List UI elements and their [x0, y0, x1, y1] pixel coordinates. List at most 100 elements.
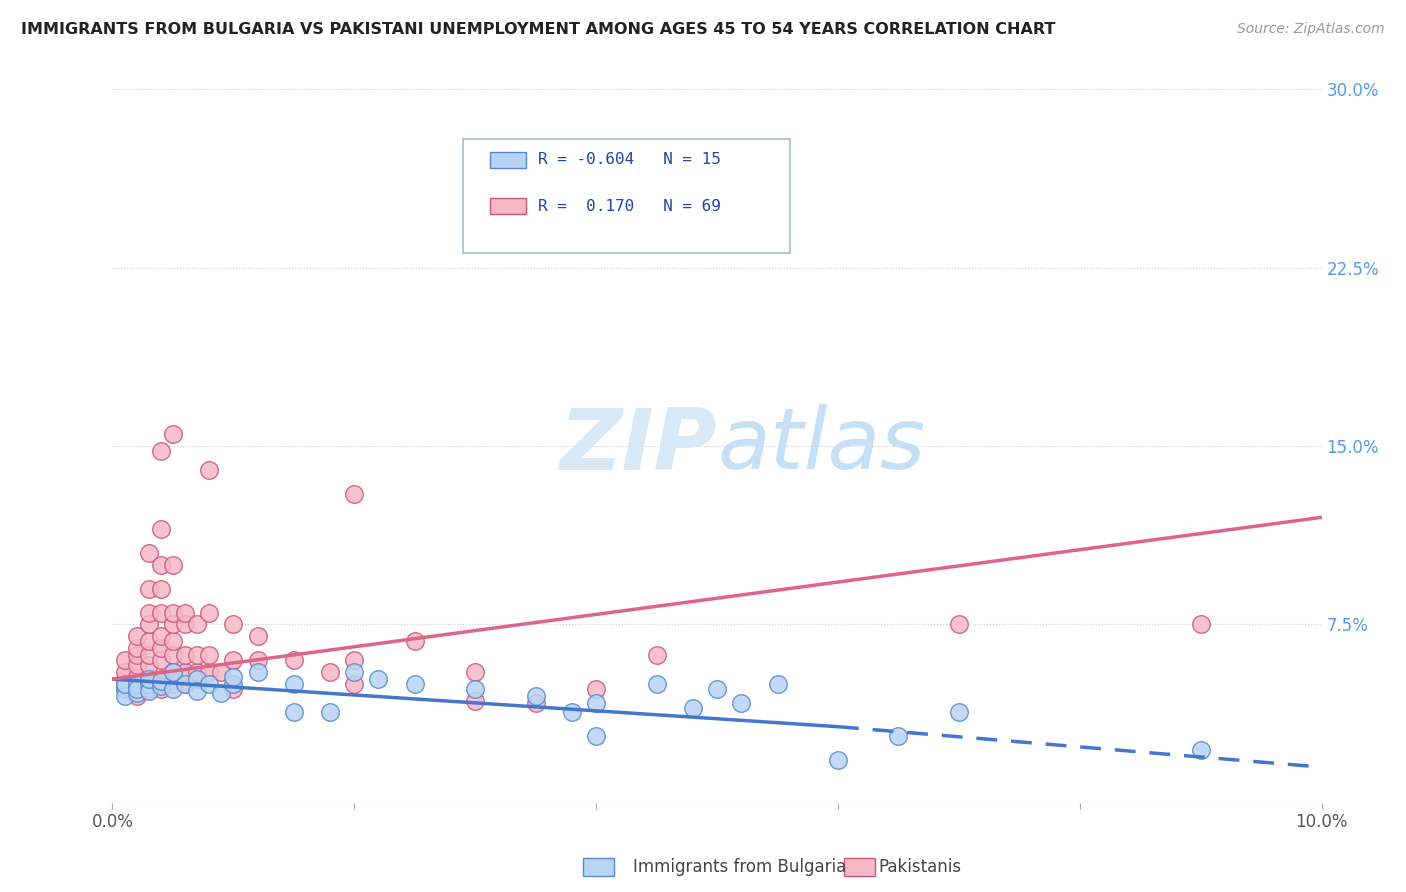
Point [149, 653, 172, 667]
Point [149, 679, 172, 693]
Point [162, 665, 184, 679]
Point [246, 653, 269, 667]
Point [162, 648, 184, 663]
Point [125, 641, 148, 656]
Point [283, 653, 305, 667]
Point [174, 617, 197, 632]
Point [149, 443, 172, 458]
Point [585, 681, 607, 696]
Point [209, 686, 232, 700]
Point [1189, 743, 1212, 757]
Text: Source: ZipAtlas.com: Source: ZipAtlas.com [1237, 22, 1385, 37]
Point [125, 681, 148, 696]
Bar [489, 152, 526, 168]
Point [198, 648, 221, 663]
Point [404, 677, 426, 691]
Text: R = -0.604   N = 15: R = -0.604 N = 15 [538, 152, 721, 167]
Text: atlas: atlas [717, 404, 925, 488]
Point [948, 617, 970, 632]
Point [162, 665, 184, 679]
Point [138, 546, 160, 560]
Point [246, 629, 269, 643]
Text: Pakistanis: Pakistanis [879, 858, 962, 876]
Point [114, 681, 136, 696]
Bar [583, 858, 614, 876]
Point [162, 606, 184, 620]
Point [138, 606, 160, 620]
Point [198, 606, 221, 620]
Point [186, 672, 208, 686]
Point [827, 753, 849, 767]
Point [367, 672, 389, 686]
Text: R =  0.170   N = 69: R = 0.170 N = 69 [538, 199, 721, 214]
Point [149, 681, 172, 696]
Point [114, 653, 136, 667]
Point [138, 672, 160, 686]
Point [343, 653, 366, 667]
Point [138, 672, 160, 686]
Point [174, 665, 197, 679]
Point [343, 665, 366, 679]
Point [149, 641, 172, 656]
Point [645, 648, 668, 663]
Text: IMMIGRANTS FROM BULGARIA VS PAKISTANI UNEMPLOYMENT AMONG AGES 45 TO 54 YEARS COR: IMMIGRANTS FROM BULGARIA VS PAKISTANI UN… [21, 22, 1056, 37]
Point [125, 677, 148, 691]
Point [524, 689, 547, 703]
Point [186, 684, 208, 698]
Point [149, 558, 172, 572]
Point [114, 665, 136, 679]
Point [464, 681, 486, 696]
Point [149, 674, 172, 689]
Point [198, 677, 221, 691]
Point [645, 677, 668, 691]
Point [174, 648, 197, 663]
Point [114, 677, 136, 691]
Point [404, 634, 426, 648]
Point [138, 634, 160, 648]
Point [162, 617, 184, 632]
Point [222, 653, 245, 667]
Point [246, 665, 269, 679]
Point [209, 665, 232, 679]
Point [125, 629, 148, 643]
Bar [844, 858, 875, 876]
Point [149, 672, 172, 686]
Point [162, 634, 184, 648]
Point [125, 686, 148, 700]
Point [174, 677, 197, 691]
Point [343, 486, 366, 500]
Text: ZIP: ZIP [560, 404, 717, 488]
Point [222, 617, 245, 632]
Point [319, 665, 342, 679]
Point [138, 648, 160, 663]
Point [186, 648, 208, 663]
Point [138, 657, 160, 672]
Point [706, 681, 728, 696]
Point [138, 681, 160, 696]
Bar [489, 198, 526, 214]
Point [138, 684, 160, 698]
Point [125, 657, 148, 672]
Point [114, 672, 136, 686]
Point [162, 427, 184, 442]
Point [585, 696, 607, 710]
Point [585, 729, 607, 743]
Point [162, 681, 184, 696]
Point [114, 689, 136, 703]
Point [730, 696, 752, 710]
Point [125, 677, 148, 691]
Point [114, 677, 136, 691]
Point [174, 677, 197, 691]
Point [138, 677, 160, 691]
Point [464, 693, 486, 707]
FancyBboxPatch shape [463, 139, 790, 253]
Point [149, 582, 172, 596]
Point [343, 677, 366, 691]
Point [138, 617, 160, 632]
Point [186, 617, 208, 632]
Text: Immigrants from Bulgaria: Immigrants from Bulgaria [633, 858, 846, 876]
Point [766, 677, 789, 691]
Point [125, 670, 148, 684]
Point [1189, 617, 1212, 632]
Point [114, 681, 136, 696]
